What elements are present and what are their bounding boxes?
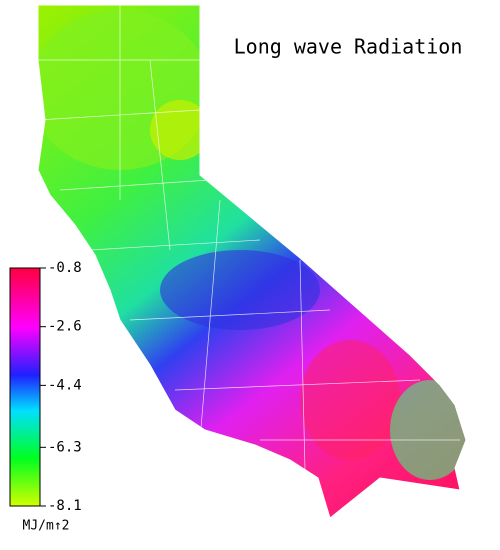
colorbar-tick-label: -0.8 xyxy=(48,260,82,276)
colorbar-tick-label: -8.1 xyxy=(48,498,82,514)
colorbar-tick-label: -4.4 xyxy=(48,377,82,393)
colorbar-unit: MJ/m↑2 xyxy=(23,519,70,534)
colorbar: -0.8 -2.6 -4.4 -6.3 -8.1 xyxy=(9,260,82,514)
colorbar-tick-label: -2.6 xyxy=(48,319,82,335)
county-lines xyxy=(37,5,460,471)
colorbar-scale xyxy=(9,267,41,507)
map-title: Long wave Radiation xyxy=(234,35,463,59)
colorbar-tick-label: -6.3 xyxy=(48,439,82,455)
